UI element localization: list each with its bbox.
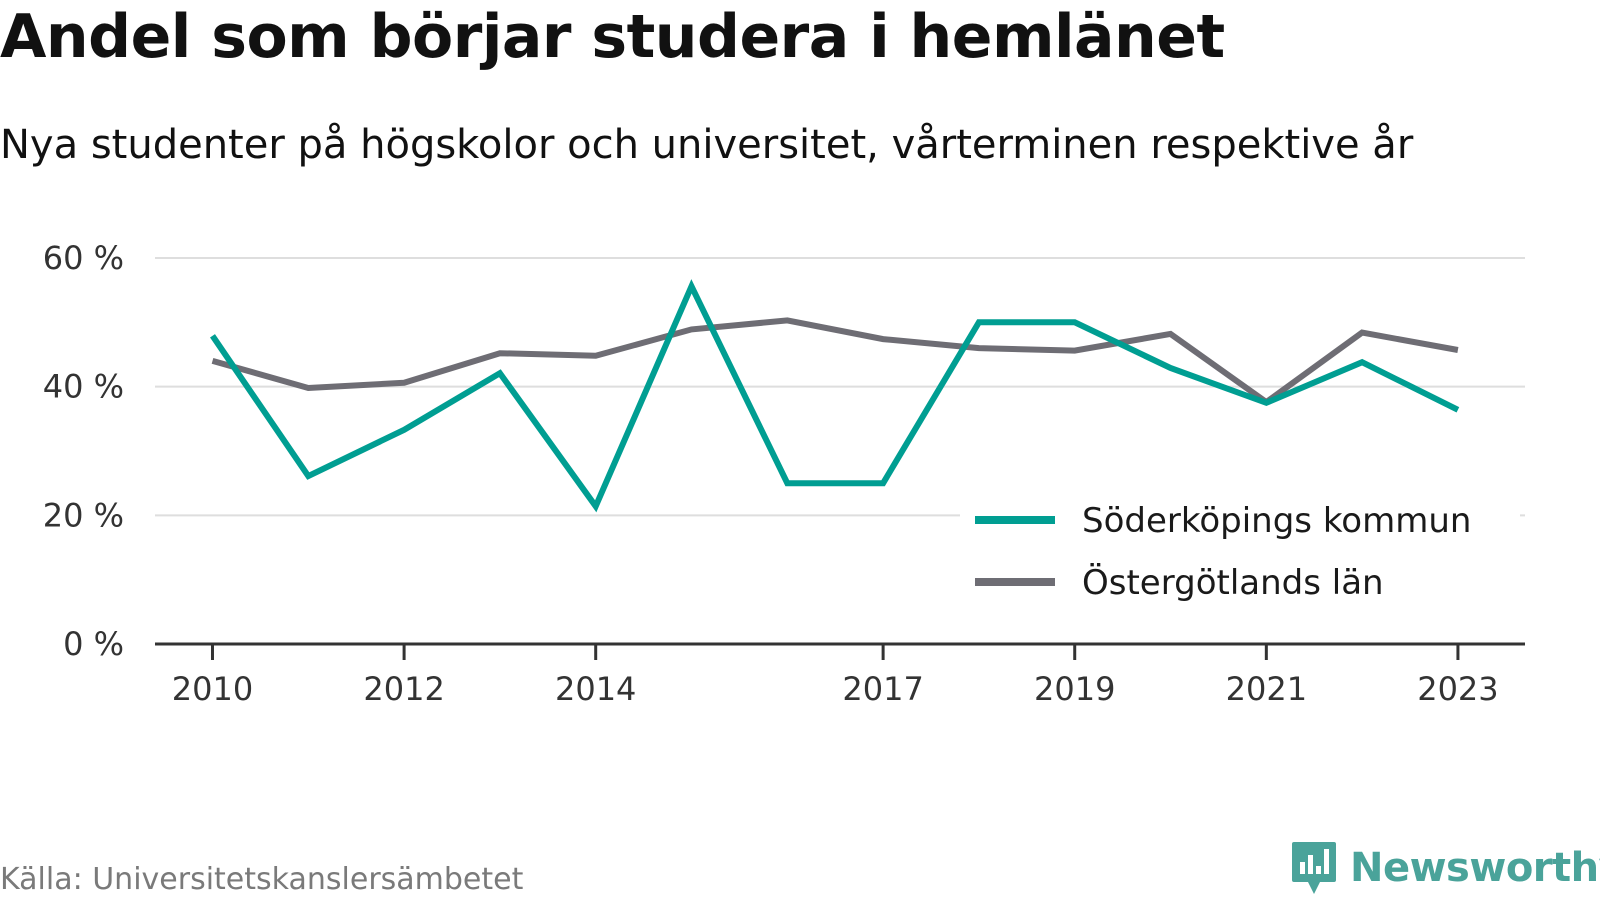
legend-background [960, 490, 1520, 622]
x-tick-label: 2017 [842, 670, 923, 708]
brand-logo[interactable]: Newsworthy [1290, 840, 1600, 896]
x-tick-label: 2021 [1226, 670, 1307, 708]
y-tick-label: 60 % [43, 239, 124, 277]
source-note: Källa: Universitetskanslersämbetet [0, 862, 524, 897]
x-tick-label: 2010 [172, 670, 253, 708]
x-tick-label: 2012 [363, 670, 444, 708]
chart-title: Andel som börjar studera i hemlänet [0, 2, 1225, 72]
x-tick-label: 2014 [555, 670, 636, 708]
y-tick-label: 40 % [43, 368, 124, 406]
y-tick-label: 20 % [43, 496, 124, 534]
series-line [210, 279, 1460, 513]
x-tick-label: 2019 [1034, 670, 1115, 708]
series-line [211, 317, 1459, 406]
newsworthy-logo-icon [1292, 842, 1336, 894]
axes: 0 % 20 % 40 % 60 % 2010 2012 2014 2017 2019 2021 2… [43, 239, 1525, 708]
series-lines [210, 279, 1460, 513]
chart-subtitle: Nya studenter på högskolor och universit… [0, 122, 1414, 168]
legend-label: Östergötlands län [1082, 562, 1384, 603]
legend-label: Söderköpings kommun [1082, 501, 1471, 541]
legend: Söderköpings kommun Östergötlands län [960, 490, 1520, 622]
x-tick-label: 2023 [1417, 670, 1498, 708]
brand-name: Newsworthy [1350, 845, 1600, 891]
y-tick-label: 0 % [63, 625, 124, 663]
